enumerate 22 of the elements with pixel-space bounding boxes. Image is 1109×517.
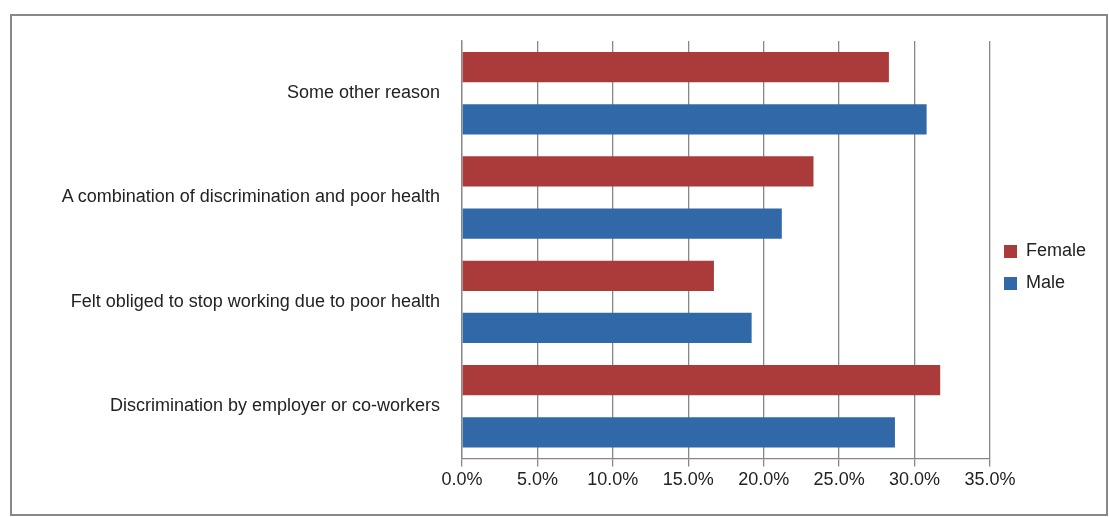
y-tick-label: Felt obliged to stop working due to poor health (70, 290, 440, 311)
x-tick-label: 20.0% (738, 469, 790, 490)
y-tick-label: Some other reason (286, 82, 440, 103)
legend-label: Female (1025, 240, 1087, 261)
bar (462, 51, 889, 83)
bar (462, 417, 895, 448)
bar (462, 260, 714, 291)
bar (462, 312, 752, 344)
x-tick-label: 0.0% (441, 469, 483, 490)
y-tick-label: A combination of discrimination and poor health (61, 186, 440, 207)
legend-label: Male (1025, 272, 1065, 293)
y-tick-label: Discrimination by employer or co-workers (109, 395, 440, 416)
x-tick-label: 5.0% (516, 469, 558, 490)
x-tick-label: 15.0% (662, 469, 714, 490)
bar (462, 156, 814, 187)
x-tick-label: 35.0% (964, 469, 1016, 490)
bar (462, 104, 927, 135)
bar (462, 365, 941, 396)
x-tick-label: 30.0% (889, 469, 941, 490)
bar (462, 208, 782, 239)
x-tick-label: 25.0% (813, 469, 865, 490)
x-tick-label: 10.0% (587, 469, 639, 490)
